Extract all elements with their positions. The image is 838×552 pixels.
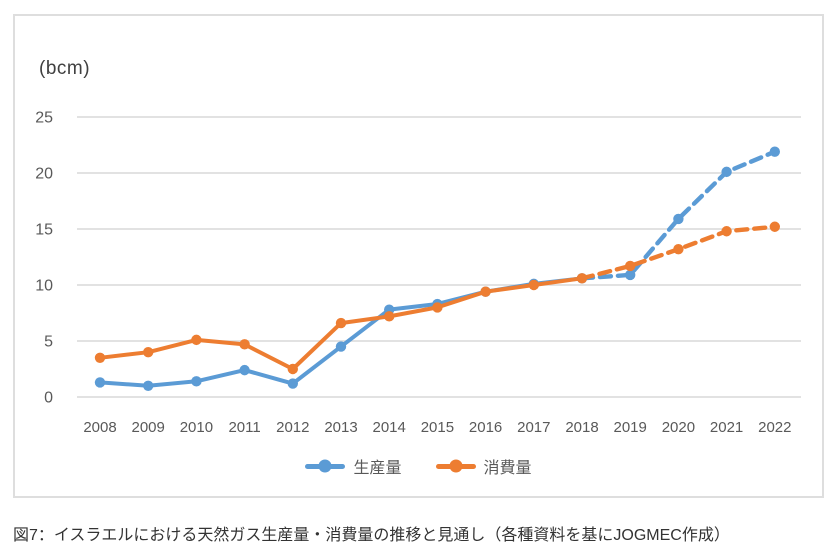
production-line-marker-icon [305, 459, 346, 473]
y-tick-label: 5 [44, 334, 53, 351]
x-tick-label: 2018 [565, 419, 598, 436]
x-tick-label: 2015 [421, 419, 454, 436]
data-point-marker-0 [94, 377, 106, 388]
data-point-marker-1 [287, 363, 298, 375]
consumption-line-marker-icon [435, 459, 476, 473]
y-tick-label: 25 [35, 110, 53, 127]
chart-frame: (bcm) 0 5 10 15 20 25 2008 2009 2010 2011 2012 2013… [13, 14, 824, 498]
data-point-marker-0 [673, 213, 684, 225]
data-point-marker-1 [191, 334, 202, 346]
x-tick-label: 2009 [132, 419, 165, 436]
data-point-marker-1 [769, 221, 780, 232]
line-chart: 0 5 10 15 20 25 2008 2009 2010 2011 2012 2013 2014 20… [35, 110, 801, 436]
x-tick-label: 2008 [83, 419, 116, 436]
series-line-dashed-0 [579, 149, 777, 281]
figure-caption: 図7：イスラエルにおける天然ガス生産量・消費量の推移と見通し（各種資料を基にJO… [13, 527, 730, 544]
data-point-marker-1 [576, 273, 588, 284]
data-point-marker-1 [625, 260, 636, 272]
data-point-marker-1 [673, 243, 684, 255]
x-tick-label: 2014 [373, 419, 406, 436]
legend-label-production: 生産量 [353, 460, 402, 477]
legend-label-consumption: 消費量 [483, 460, 532, 477]
data-point-marker-1 [94, 352, 106, 363]
data-point-marker-0 [239, 364, 250, 376]
x-tick-label: 2012 [276, 419, 309, 436]
data-point-marker-1 [480, 286, 491, 297]
series-line-solid-0 [99, 276, 583, 388]
data-point-marker-1 [384, 311, 395, 322]
y-tick-label: 20 [35, 166, 53, 183]
data-point-marker-0 [143, 380, 154, 391]
x-tick-label: 2019 [614, 419, 647, 436]
data-point-marker-0 [769, 146, 780, 157]
data-point-marker-1 [239, 339, 250, 350]
x-tick-label: 2011 [228, 419, 260, 436]
x-tick-label: 2010 [180, 419, 213, 436]
data-point-marker-0 [721, 166, 732, 178]
x-tick-label: 2022 [758, 419, 791, 436]
data-point-marker-1 [143, 347, 154, 358]
data-point-marker-1 [721, 226, 732, 237]
data-point-marker-1 [335, 317, 347, 329]
data-point-marker-1 [432, 302, 443, 313]
data-point-marker-0 [335, 341, 347, 352]
x-tick-label: 2016 [469, 419, 502, 436]
y-tick-label: 0 [44, 390, 53, 407]
y-tick-label: 15 [35, 222, 53, 239]
x-tick-label: 2013 [324, 419, 357, 436]
y-tick-label: 10 [35, 278, 53, 295]
x-tick-label: 2017 [517, 419, 550, 436]
data-point-marker-1 [528, 279, 539, 291]
y-axis-unit-label: (bcm) [39, 58, 91, 79]
legend-item-consumption: 消費量 [435, 454, 532, 478]
legend: 生産量 消費量 [15, 454, 822, 478]
data-point-marker-0 [625, 269, 636, 281]
x-tick-label: 2021 [710, 419, 743, 436]
data-point-marker-0 [191, 376, 202, 387]
x-tick-label: 2020 [662, 419, 695, 436]
legend-item-production: 生産量 [305, 454, 402, 478]
data-point-marker-0 [287, 378, 298, 389]
